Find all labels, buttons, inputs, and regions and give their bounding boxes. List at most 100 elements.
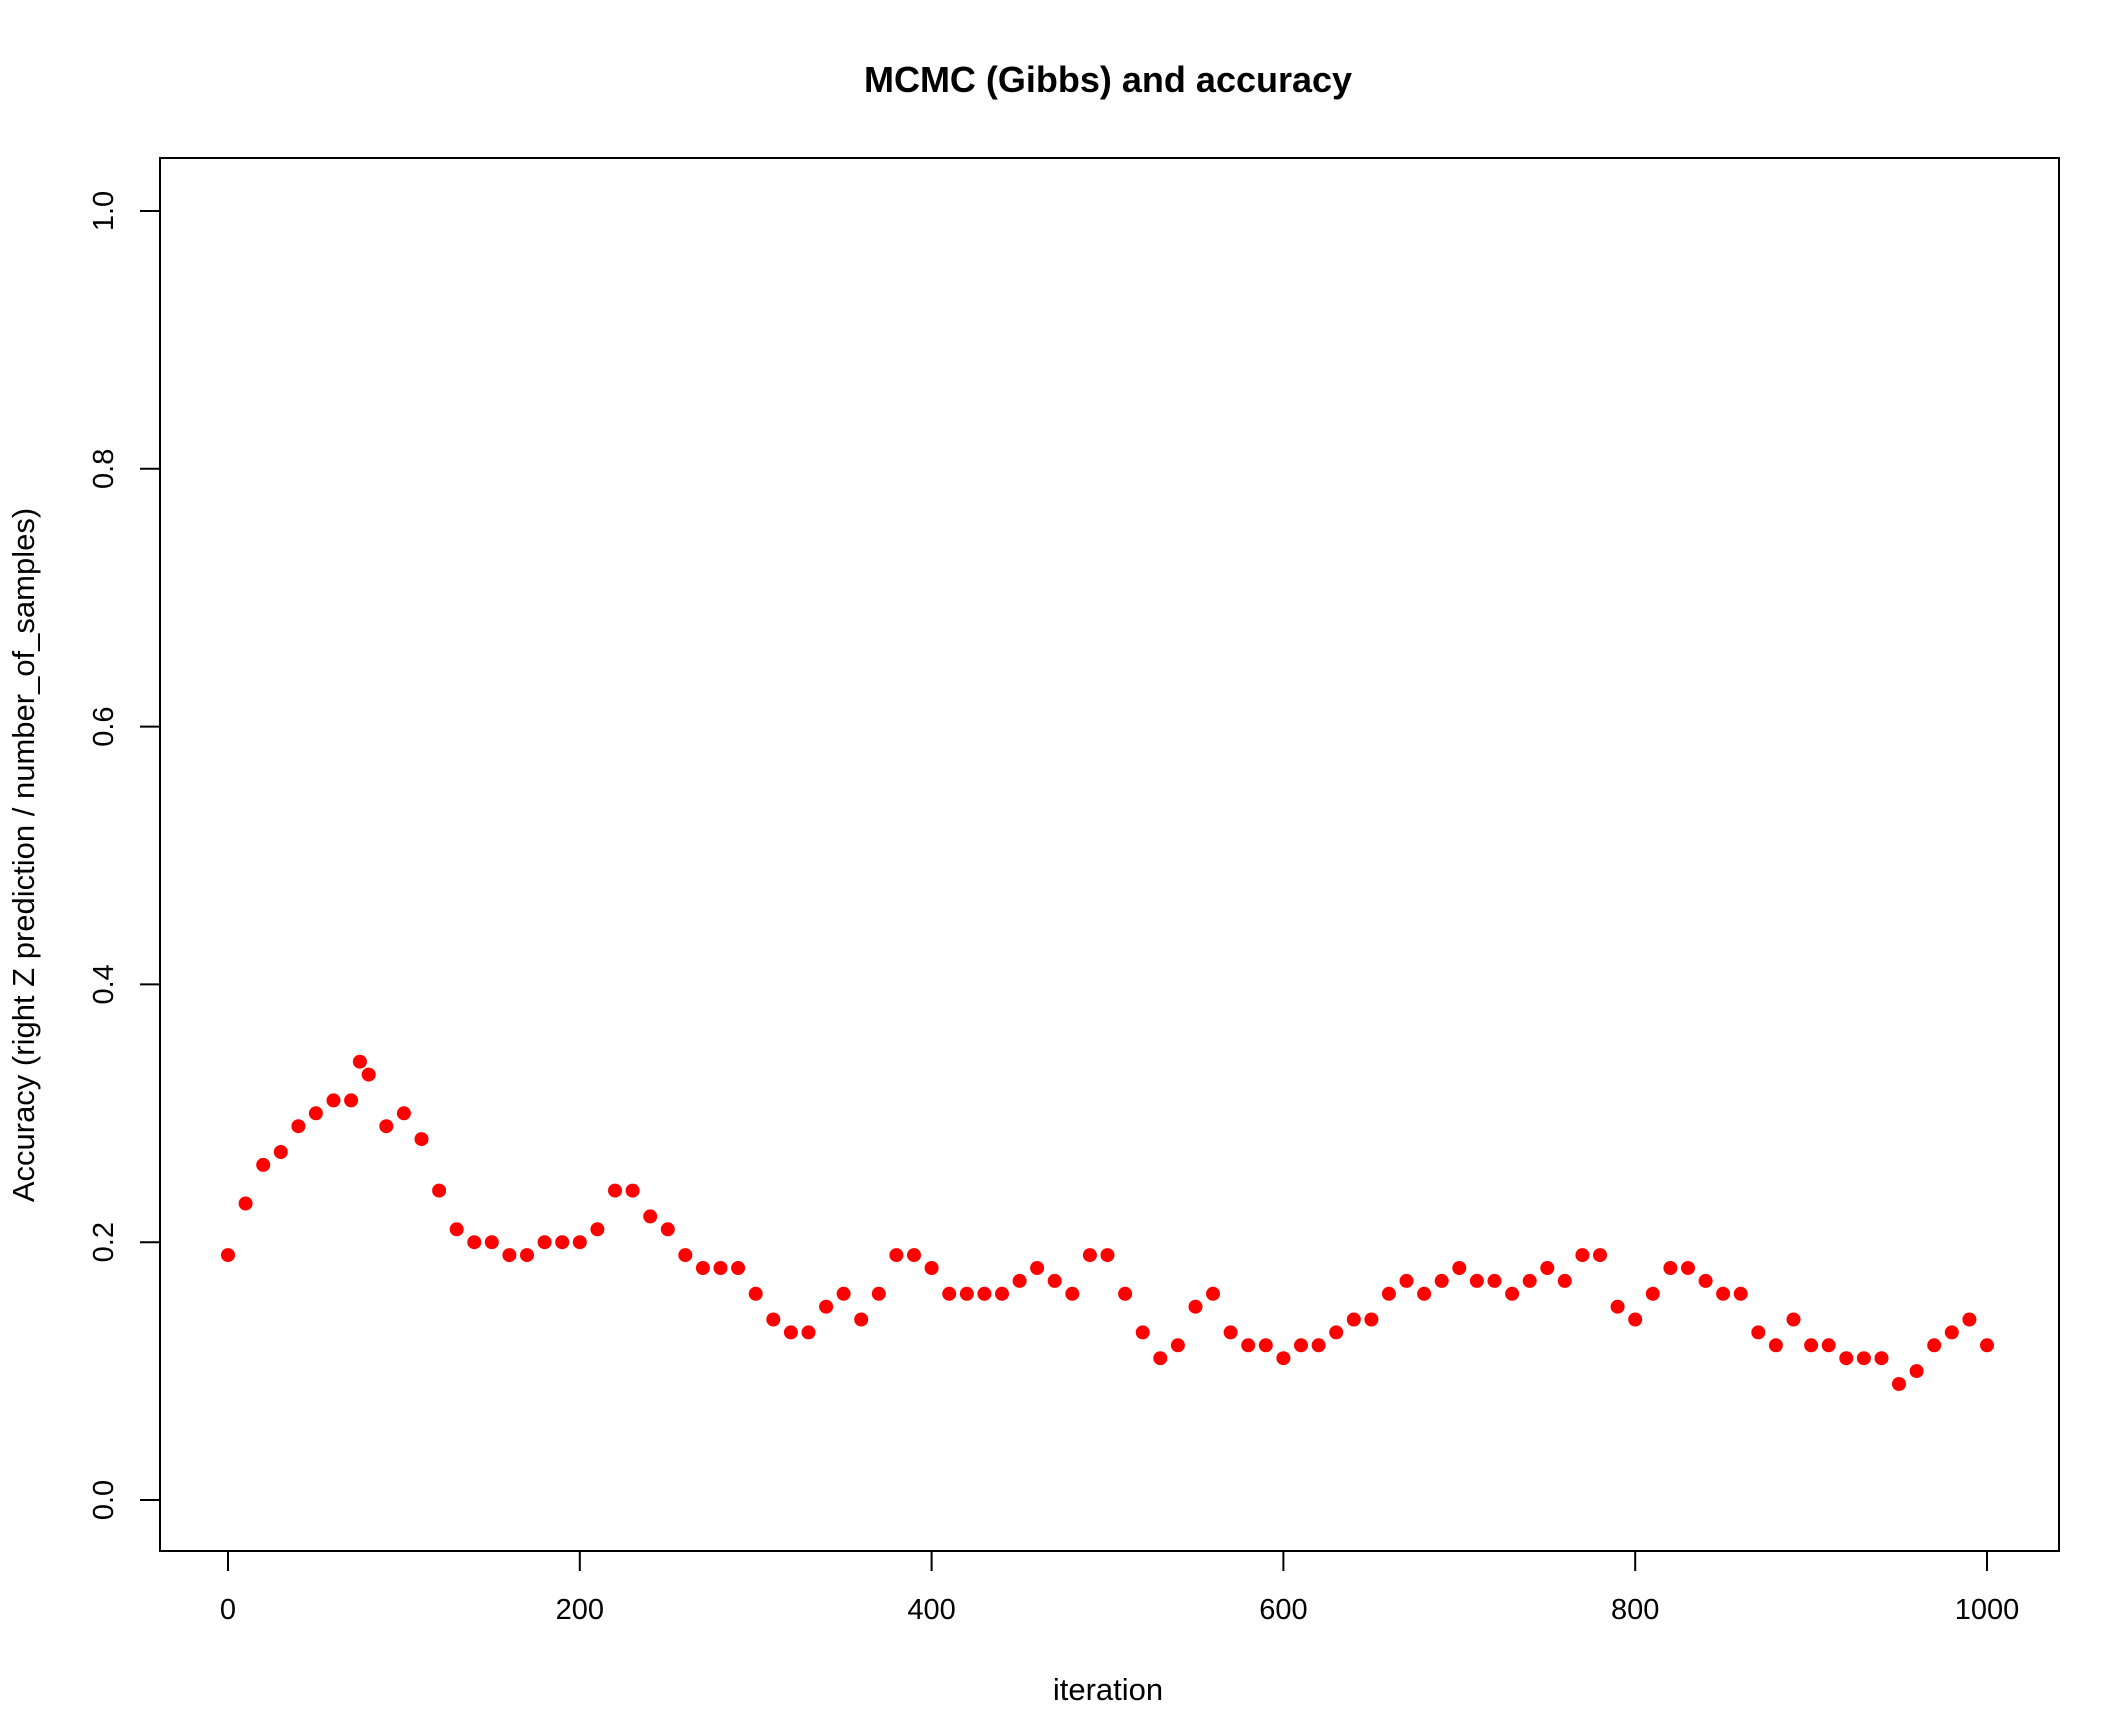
data-point bbox=[221, 1248, 235, 1263]
data-point bbox=[449, 1222, 464, 1237]
y-axis: 0.0 0.2 0.4 0.6 0.8 1.0 bbox=[88, 191, 161, 1520]
data-point bbox=[713, 1261, 728, 1275]
data-point bbox=[1206, 1286, 1220, 1301]
data-point bbox=[484, 1235, 499, 1250]
data-point bbox=[1082, 1248, 1097, 1263]
data-point bbox=[1927, 1338, 1942, 1353]
y-axis-label: Accuracy (right Z prediction / number_of… bbox=[6, 508, 41, 1202]
data-point bbox=[959, 1286, 974, 1301]
data-point bbox=[256, 1157, 271, 1172]
data-point bbox=[414, 1132, 429, 1147]
data-point bbox=[1733, 1286, 1748, 1301]
x-tick-label: 1000 bbox=[1955, 1594, 2020, 1626]
data-point bbox=[977, 1286, 992, 1301]
data-point bbox=[361, 1067, 376, 1082]
data-point bbox=[1557, 1273, 1572, 1288]
data-point bbox=[1135, 1325, 1150, 1340]
data-point bbox=[871, 1286, 886, 1301]
data-point bbox=[924, 1261, 939, 1275]
data-point bbox=[1751, 1325, 1766, 1340]
data-point bbox=[1804, 1338, 1819, 1353]
data-point bbox=[352, 1054, 367, 1069]
data-point bbox=[326, 1093, 341, 1108]
x-tick-label: 200 bbox=[556, 1594, 604, 1626]
data-point bbox=[1540, 1261, 1555, 1275]
data-point bbox=[1153, 1351, 1168, 1366]
data-point bbox=[1170, 1338, 1185, 1353]
y-tick-label: 0.6 bbox=[88, 706, 120, 746]
data-point bbox=[1012, 1273, 1027, 1288]
data-point bbox=[1065, 1286, 1080, 1301]
data-point bbox=[396, 1106, 411, 1121]
data-point bbox=[1399, 1273, 1414, 1288]
data-point bbox=[1118, 1286, 1133, 1301]
data-point bbox=[1944, 1325, 1959, 1340]
data-point bbox=[1364, 1312, 1379, 1327]
x-tick-label: 0 bbox=[220, 1594, 236, 1626]
data-point bbox=[1258, 1338, 1273, 1353]
data-point bbox=[1980, 1338, 1994, 1353]
x-tick-label: 600 bbox=[1259, 1594, 1307, 1626]
data-point bbox=[766, 1312, 781, 1327]
y-tick-label: 0.0 bbox=[88, 1480, 120, 1520]
data-point bbox=[238, 1196, 253, 1211]
data-point bbox=[1452, 1261, 1467, 1275]
data-point bbox=[1522, 1273, 1537, 1288]
data-point bbox=[1417, 1286, 1432, 1301]
data-point bbox=[748, 1286, 763, 1301]
data-point bbox=[1188, 1299, 1203, 1314]
data-point bbox=[291, 1119, 306, 1134]
data-point bbox=[1030, 1261, 1045, 1275]
data-point bbox=[1294, 1338, 1308, 1353]
data-point bbox=[1681, 1261, 1695, 1275]
data-point bbox=[537, 1235, 552, 1250]
y-tick-label: 1.0 bbox=[88, 191, 120, 231]
data-point bbox=[678, 1248, 693, 1263]
data-point bbox=[308, 1106, 323, 1121]
data-point bbox=[608, 1183, 622, 1198]
data-point bbox=[467, 1235, 482, 1250]
data-point bbox=[1276, 1351, 1291, 1366]
x-axis: 0 200 400 600 800 1000 bbox=[220, 1550, 2020, 1626]
data-point bbox=[1856, 1351, 1871, 1366]
data-point bbox=[1786, 1312, 1801, 1327]
data-point bbox=[432, 1183, 447, 1198]
x-tick-label: 400 bbox=[907, 1594, 955, 1626]
data-point bbox=[1962, 1312, 1977, 1327]
data-point bbox=[1839, 1351, 1854, 1366]
data-point bbox=[854, 1312, 869, 1327]
data-point bbox=[1469, 1273, 1484, 1288]
data-point bbox=[555, 1235, 570, 1250]
data-point bbox=[1892, 1377, 1906, 1391]
data-point bbox=[1311, 1338, 1326, 1353]
data-point bbox=[1645, 1286, 1660, 1301]
data-point bbox=[344, 1093, 359, 1108]
data-point bbox=[907, 1248, 921, 1263]
data-point bbox=[995, 1286, 1009, 1301]
data-point bbox=[273, 1145, 288, 1159]
data-point bbox=[1223, 1325, 1238, 1340]
data-point bbox=[801, 1325, 816, 1340]
data-point bbox=[643, 1209, 658, 1224]
data-point bbox=[1663, 1261, 1678, 1275]
data-point bbox=[625, 1183, 640, 1198]
data-point bbox=[1821, 1338, 1836, 1353]
data-point bbox=[1628, 1312, 1643, 1327]
data-point bbox=[1381, 1286, 1396, 1301]
data-point bbox=[1909, 1364, 1924, 1379]
data-points bbox=[221, 1054, 1994, 1391]
data-point bbox=[1610, 1299, 1625, 1314]
data-point bbox=[1505, 1286, 1520, 1301]
data-point bbox=[783, 1325, 798, 1340]
data-point bbox=[1593, 1248, 1607, 1263]
data-point bbox=[1329, 1325, 1344, 1340]
data-point bbox=[520, 1248, 534, 1263]
data-point bbox=[572, 1235, 587, 1250]
x-axis-label: iteration bbox=[1053, 1672, 1163, 1707]
y-tick-label: 0.8 bbox=[88, 449, 120, 489]
data-point bbox=[1100, 1248, 1115, 1263]
data-point bbox=[1434, 1273, 1449, 1288]
data-point bbox=[590, 1222, 605, 1237]
